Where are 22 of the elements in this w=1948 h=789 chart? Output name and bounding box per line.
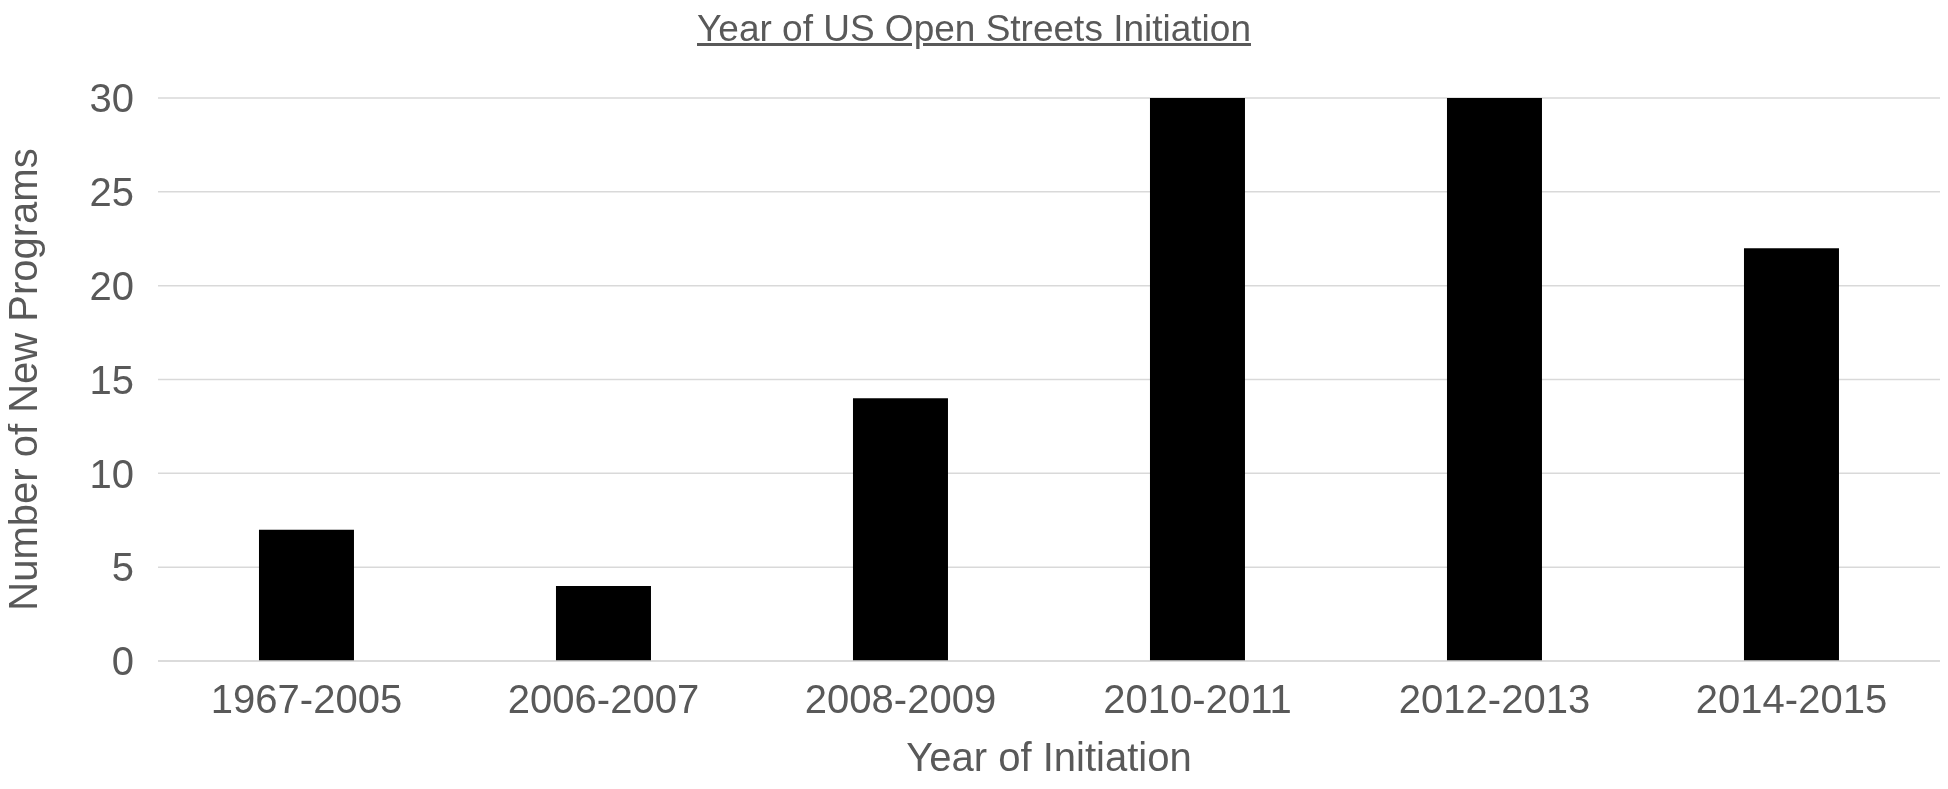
y-tick-label: 30 bbox=[89, 76, 134, 121]
bar bbox=[1743, 248, 1839, 661]
bar bbox=[1446, 98, 1542, 661]
chart-title: Year of US Open Streets Initiation bbox=[696, 8, 1252, 50]
x-tick-label: 1967-2005 bbox=[210, 677, 403, 722]
y-axis-title: Number of New Programs bbox=[1, 148, 46, 611]
y-tick-label: 25 bbox=[89, 170, 134, 215]
y-tick-label: 15 bbox=[89, 357, 134, 402]
y-tick-label: 10 bbox=[89, 451, 134, 496]
bar bbox=[555, 585, 651, 661]
x-tick-label: 2012-2013 bbox=[1398, 677, 1591, 722]
x-tick-label: 2008-2009 bbox=[804, 677, 997, 722]
bar bbox=[852, 398, 948, 661]
bar bbox=[258, 529, 354, 661]
y-tick-label: 0 bbox=[111, 639, 134, 684]
x-tick-label: 2014-2015 bbox=[1695, 677, 1888, 722]
bar bbox=[1149, 98, 1245, 661]
x-tick-label: 2006-2007 bbox=[507, 677, 700, 722]
x-axis-title: Year of Initiation bbox=[906, 735, 1192, 779]
y-tick-label: 5 bbox=[111, 545, 134, 590]
y-tick-label: 20 bbox=[89, 263, 134, 308]
x-tick-label: 2010-2011 bbox=[1103, 677, 1292, 722]
